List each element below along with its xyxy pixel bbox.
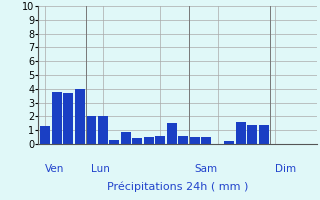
Text: Dim: Dim: [276, 164, 297, 174]
Bar: [121, 132, 131, 144]
Bar: [190, 137, 200, 144]
Bar: [63, 93, 73, 144]
Bar: [132, 138, 142, 144]
Bar: [224, 141, 234, 144]
Bar: [202, 137, 211, 144]
Text: Précipitations 24h ( mm ): Précipitations 24h ( mm ): [107, 182, 248, 192]
Bar: [247, 125, 257, 144]
Bar: [75, 89, 85, 144]
Bar: [156, 136, 165, 144]
Text: Lun: Lun: [91, 164, 110, 174]
Bar: [40, 126, 50, 144]
Bar: [179, 136, 188, 144]
Bar: [52, 92, 62, 144]
Bar: [86, 116, 96, 144]
Bar: [167, 123, 177, 144]
Bar: [236, 122, 246, 144]
Bar: [259, 125, 269, 144]
Text: Sam: Sam: [195, 164, 218, 174]
Bar: [98, 116, 108, 144]
Bar: [144, 137, 154, 144]
Bar: [109, 140, 119, 144]
Text: Ven: Ven: [45, 164, 65, 174]
